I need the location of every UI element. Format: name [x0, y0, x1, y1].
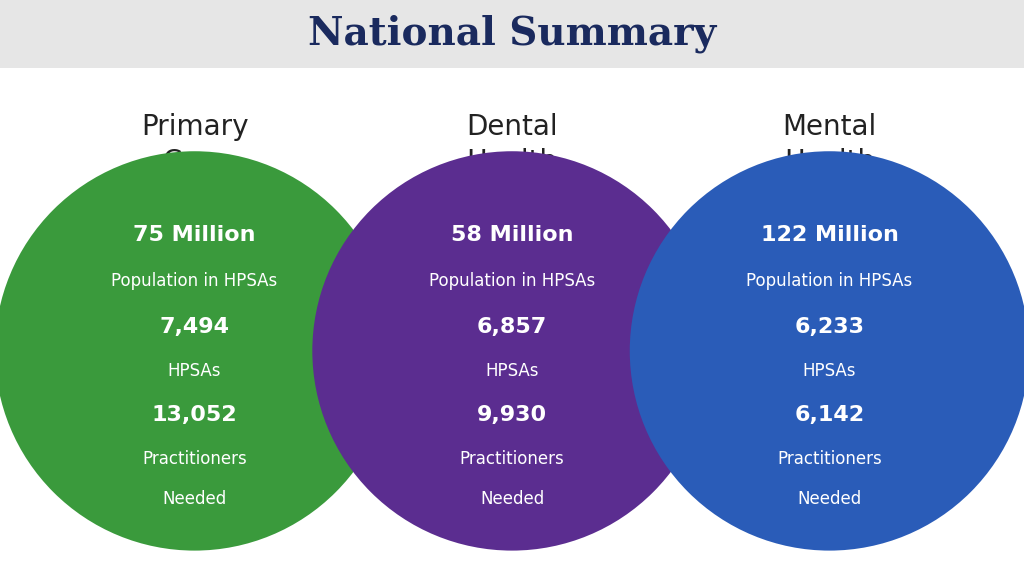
Text: Needed: Needed [163, 490, 226, 508]
Ellipse shape [630, 151, 1024, 551]
Text: Population in HPSAs: Population in HPSAs [429, 272, 595, 290]
Text: HPSAs: HPSAs [485, 362, 539, 380]
Text: 9,930: 9,930 [477, 405, 547, 425]
Text: Mental
Health: Mental Health [782, 113, 877, 176]
Ellipse shape [0, 151, 394, 551]
Text: 75 Million: 75 Million [133, 225, 256, 245]
Text: Practitioners: Practitioners [777, 450, 882, 468]
Text: 122 Million: 122 Million [761, 225, 898, 245]
Text: HPSAs: HPSAs [168, 362, 221, 380]
Text: HPSAs: HPSAs [803, 362, 856, 380]
Text: Dental
Health: Dental Health [466, 113, 558, 176]
Text: 6,142: 6,142 [795, 405, 864, 425]
Text: 7,494: 7,494 [160, 317, 229, 337]
Text: Population in HPSAs: Population in HPSAs [746, 272, 912, 290]
Text: Needed: Needed [480, 490, 544, 508]
Text: Practitioners: Practitioners [460, 450, 564, 468]
Text: Needed: Needed [798, 490, 861, 508]
Bar [0, 0, 1024, 68]
Text: 6,857: 6,857 [477, 317, 547, 337]
Text: 13,052: 13,052 [152, 405, 238, 425]
Text: 58 Million: 58 Million [451, 225, 573, 245]
Text: Practitioners: Practitioners [142, 450, 247, 468]
Text: Population in HPSAs: Population in HPSAs [112, 272, 278, 290]
Text: 6,233: 6,233 [795, 317, 864, 337]
Text: National Summary: National Summary [308, 15, 716, 53]
Ellipse shape [312, 151, 712, 551]
Text: Primary
Care: Primary Care [141, 113, 248, 176]
